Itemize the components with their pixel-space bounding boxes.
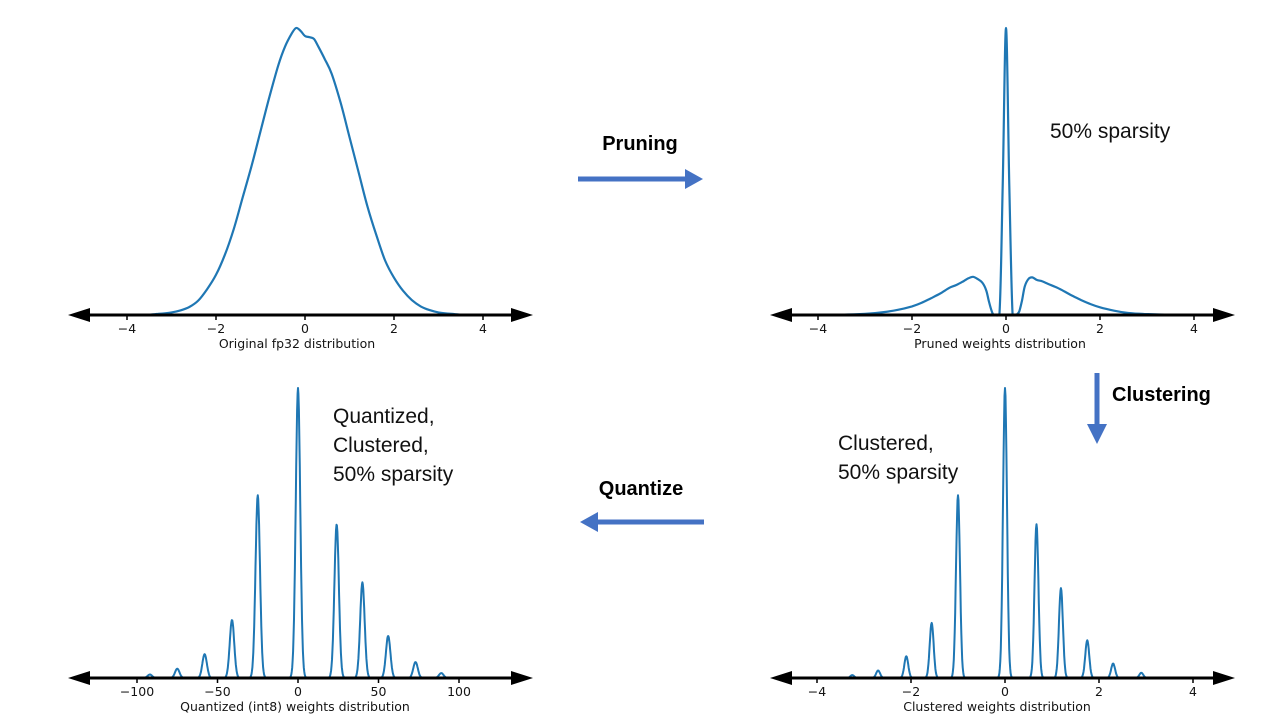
quantize-arrow-head [580,512,598,532]
plot-title-original-fp32: Original fp32 distribution [218,336,376,351]
axis-arrowhead-left [770,308,792,322]
pruning-arrow-head [685,169,703,189]
x-tick-label: −2 [901,684,921,699]
x-tick-label: −4 [117,321,137,336]
distribution-curve-pruned [788,26,1224,317]
pruning-arrow [578,169,703,189]
x-tick-label: 2 [390,321,398,336]
clustering-step-label: Clustering [1112,384,1211,406]
x-tick-label: 4 [1190,321,1198,336]
x-tick-label: 2 [1096,321,1104,336]
axis-arrowhead-left [68,671,90,685]
x-tick-label: 0 [294,684,302,699]
plot-title-quantized-int8: Quantized (int8) weights distribution [180,699,410,714]
x-tick-label: −4 [808,321,828,336]
x-tick-label: 2 [1095,684,1103,699]
x-tick-label: −100 [119,684,155,699]
distribution-curve-original_fp32 [103,26,507,317]
axis-original_fp32 [68,308,533,322]
x-tick-label: 0 [1002,321,1010,336]
quantized-annotation: Quantized, Clustered, 50% sparsity [333,405,454,486]
axis-arrowhead-right [1213,671,1235,685]
x-tick-label: 0 [1001,684,1009,699]
x-tick-label: −50 [204,684,231,699]
quantize-arrow [580,512,704,532]
x-tick-label: −2 [902,321,922,336]
axis-quantized_int8 [68,671,533,685]
quantize-step-label: Quantize [598,478,684,500]
x-tick-label: 50 [370,684,387,699]
x-tick-label: 0 [301,321,309,336]
axis-arrowhead-left [68,308,90,322]
x-tick-label: −4 [807,684,827,699]
pruned-sparsity-annotation: 50% sparsity [1050,120,1171,143]
axis-arrowhead-right [511,308,533,322]
clustering-arrow [1087,373,1107,444]
x-tick-label: −2 [206,321,226,336]
axis-pruned [770,308,1235,322]
axis-arrowhead-right [511,671,533,685]
clustering-arrow-head [1087,424,1107,444]
x-tick-label: 4 [1189,684,1197,699]
axis-clustered [770,671,1235,685]
axis-arrowhead-right [1213,308,1235,322]
x-tick-label: 4 [479,321,487,336]
pruning-step-label: Pruning [602,133,678,155]
plot-title-pruned: Pruned weights distribution [914,336,1086,351]
x-tick-label: 100 [447,684,471,699]
axis-arrowhead-left [770,671,792,685]
clustered-annotation: Clustered, 50% sparsity [838,432,959,484]
plot-title-clustered: Clustered weights distribution [903,699,1091,714]
